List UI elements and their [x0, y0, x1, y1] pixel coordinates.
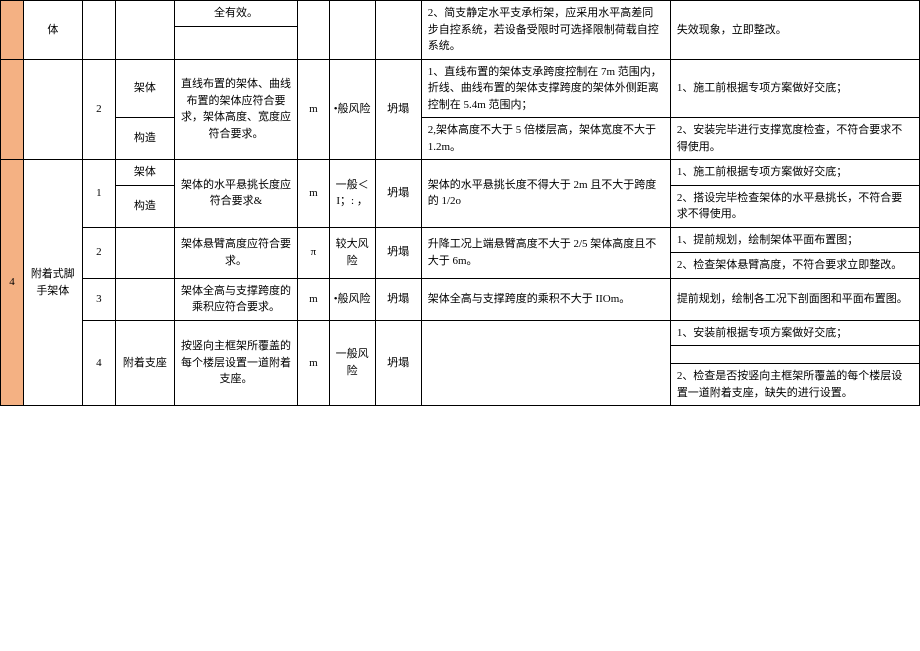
unit-cell: m: [298, 160, 329, 228]
risk-cell: •般风险: [329, 278, 375, 320]
standard-cell: 升降工况上端悬臂高度不大于 2/5 架体高度且不大于 6m。: [421, 227, 670, 278]
table-row: 构造 2,架体高度不大于 5 倍楼层高，架体宽度不大于 1.2m。 2、安装完毕…: [1, 118, 920, 160]
result-cell: 坍塌: [375, 278, 421, 320]
table-row: 体 全有效。 2、简支静定水平支承桁架，应采用水平高差同步自控系统，若设备受限时…: [1, 1, 920, 27]
category-cell: 体: [24, 1, 83, 60]
measure-cell-blank: [670, 346, 919, 364]
risk-cell: 一般风险: [329, 320, 375, 406]
table-row: 4 附着支座 按竖向主框架所覆盖的每个楼层设置一道附着支座。 m 一般风险 坍塌…: [1, 320, 920, 346]
seq-cell: [1, 1, 24, 60]
table-row: 3 架体全高与支撑跨度的乘积应符合要求。 m •般风险 坍塌 架体全高与支撑跨度…: [1, 278, 920, 320]
idx-cell: [82, 1, 115, 60]
sub-cell: 架体: [116, 160, 175, 186]
measure-cell: 2、搭设完毕检查架体的水平悬挑长，不符合要求不得使用。: [670, 185, 919, 227]
measure-cell: 1、安装前根据专项方案做好交底；: [670, 320, 919, 346]
standard-cell: [421, 320, 670, 406]
standard-cell: 1、直线布置的架体支承跨度控制在 7m 范围内，折线、曲线布置的架体支撑跨度的架…: [421, 59, 670, 118]
req-cell: 架体悬臂高度应符合要求。: [174, 227, 298, 278]
sub-cell: 附着支座: [116, 320, 175, 406]
table-row: 2 架体悬臂高度应符合要求。 π 较大风险 坍塌 升降工况上端悬臂高度不大于 2…: [1, 227, 920, 253]
category-cell: 附着式脚手架体: [24, 160, 83, 406]
measure-cell: 失效现象，立即整改。: [670, 1, 919, 60]
result-cell: 坍塌: [375, 320, 421, 406]
result-cell: 坍塌: [375, 227, 421, 278]
sub-cell: [116, 227, 175, 278]
req-cell: 按竖向主框架所覆盖的每个楼层设置一道附着支座。: [174, 320, 298, 406]
idx-cell: 4: [82, 320, 115, 406]
idx-cell: 1: [82, 160, 115, 228]
unit-cell: π: [298, 227, 329, 278]
unit-cell: m: [298, 278, 329, 320]
result-cell: 坍塌: [375, 59, 421, 160]
measure-cell: 2、检查架体悬臂高度，不符合要求立即整改。: [670, 253, 919, 279]
unit-cell: [298, 1, 329, 60]
sub-cell: [116, 278, 175, 320]
req-cell-blank: [174, 26, 298, 59]
risk-cell: 较大风险: [329, 227, 375, 278]
measure-cell: 2、安装完毕进行支撑宽度检查，不符合要求不得使用。: [670, 118, 919, 160]
standard-cell: 2,架体高度不大于 5 倍楼层高，架体宽度不大于 1.2m。: [421, 118, 670, 160]
sub-cell: 构造: [116, 118, 175, 160]
standard-cell: 2、简支静定水平支承桁架，应采用水平高差同步自控系统，若设备受限时可选择限制荷载…: [421, 1, 670, 60]
idx-cell: 2: [82, 59, 115, 160]
risk-cell: 一般＜I；: ，: [329, 160, 375, 228]
standard-cell: 架体全高与支撑跨度的乘积不大于 IIOm。: [421, 278, 670, 320]
req-cell: 架体全高与支撑跨度的乘积应符合要求。: [174, 278, 298, 320]
measure-cell: 1、提前规划，绘制架体平面布置图；: [670, 227, 919, 253]
req-cell: 架体的水平悬挑长度应符合要求&: [174, 160, 298, 228]
spec-table: 体 全有效。 2、简支静定水平支承桁架，应采用水平高差同步自控系统，若设备受限时…: [0, 0, 920, 406]
standard-cell: 架体的水平悬挑长度不得大于 2m 且不大于跨度的 1/2o: [421, 160, 670, 228]
measure-cell: 提前规划，绘制各工况下剖面图和平面布置图。: [670, 278, 919, 320]
unit-cell: m: [298, 320, 329, 406]
sub-cell: [116, 1, 175, 60]
result-cell: 坍塌: [375, 160, 421, 228]
table-row: 4 附着式脚手架体 1 架体 架体的水平悬挑长度应符合要求& m 一般＜I；: …: [1, 160, 920, 186]
risk-cell: [329, 1, 375, 60]
measure-cell: 1、施工前根据专项方案做好交底；: [670, 59, 919, 118]
risk-cell: •般风险: [329, 59, 375, 160]
measure-cell: 2、检查是否按竖向主框架所覆盖的每个楼层设置一道附着支座，缺失的进行设置。: [670, 364, 919, 406]
idx-cell: 2: [82, 227, 115, 278]
sub-cell: 架体: [116, 59, 175, 118]
req-cell: 直线布置的架体、曲线布置的架体应符合要求，架体高度、宽度应符合要求。: [174, 59, 298, 160]
table-row: 2 架体 直线布置的架体、曲线布置的架体应符合要求，架体高度、宽度应符合要求。 …: [1, 59, 920, 118]
unit-cell: m: [298, 59, 329, 160]
idx-cell: 3: [82, 278, 115, 320]
req-cell: 全有效。: [174, 1, 298, 27]
seq-cell: 4: [1, 160, 24, 406]
category-cell: [24, 59, 83, 160]
seq-cell: [1, 59, 24, 160]
result-cell: [375, 1, 421, 60]
sub-cell: 构造: [116, 185, 175, 227]
measure-cell: 1、施工前根据专项方案做好交底；: [670, 160, 919, 186]
